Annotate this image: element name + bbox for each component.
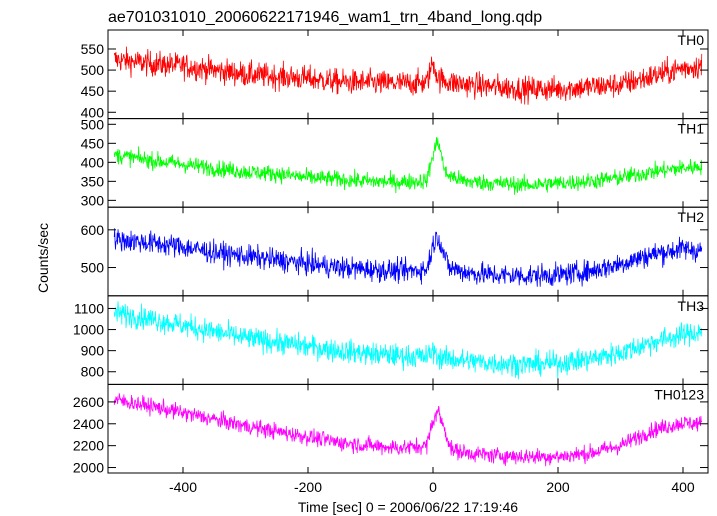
- panel-th1: 300 350 400 450 500 TH1: [81, 116, 709, 208]
- y-axis-label: Counts/sec: [35, 223, 51, 293]
- y-tick-label-th1: 300: [81, 192, 105, 208]
- y-tick-label-th3: 1000: [73, 322, 104, 338]
- series-line-th1: [113, 137, 703, 195]
- series-label-th3: TH3: [678, 298, 705, 314]
- panel-th3: 800 900 1000 1100 TH3: [73, 295, 709, 385]
- x-tick-label: 200: [546, 479, 570, 495]
- series-label-th1: TH1: [678, 121, 705, 137]
- y-tick-label-th2: 600: [81, 222, 105, 238]
- y-tick-label-th0123: 2600: [73, 394, 104, 410]
- panel-th0: 400 450 500 550 TH0: [81, 29, 709, 120]
- y-tick-label-th1: 350: [81, 173, 105, 189]
- panel-frame-th0123: [107, 383, 709, 474]
- series-line-th2: [113, 228, 703, 287]
- series-line-th0: [113, 46, 703, 105]
- panel-th2: 500 600 TH2: [81, 206, 709, 297]
- x-axis-label: Time [sec] 0 = 2006/06/22 17:19:46: [298, 499, 518, 515]
- panel-th0123: 2000 2200 2400 2600 TH0123 -400 -200 0 200 400: [73, 383, 709, 495]
- y-tick-label-th0: 400: [81, 104, 105, 120]
- y-tick-label-th0123: 2200: [73, 438, 104, 454]
- x-tick-label: 0: [429, 479, 437, 495]
- y-tick-label-th1: 500: [81, 116, 105, 132]
- x-tick-label: -200: [294, 479, 322, 495]
- x-tick-label: -400: [169, 479, 197, 495]
- panels: 400 450 500 550 TH0 300 350 400 450 500 TH1 500 600 T…: [73, 29, 709, 495]
- series-line-th0123: [113, 393, 703, 467]
- y-tick-label-th0123: 2400: [73, 416, 104, 432]
- figure-title: ae701031010_20060622171946_wam1_trn_4ban…: [108, 9, 542, 26]
- y-tick-label-th2: 500: [81, 260, 105, 276]
- y-tick-label-th0: 450: [81, 83, 105, 99]
- y-tick-label-th3: 800: [81, 364, 105, 380]
- y-tick-label-th3: 900: [81, 343, 105, 359]
- panel-frame-th2: [107, 206, 709, 297]
- y-tick-label-th0: 550: [81, 41, 105, 57]
- series-label-th2: TH2: [678, 209, 705, 225]
- y-tick-label-th0123: 2000: [73, 460, 104, 476]
- y-tick-label-th1: 400: [81, 154, 105, 170]
- x-tick-label: 400: [671, 479, 695, 495]
- series-label-th0123: TH0123: [654, 386, 704, 402]
- y-tick-label-th3: 1100: [74, 300, 104, 316]
- y-tick-label-th0: 500: [81, 62, 105, 78]
- series-line-th3: [113, 301, 703, 380]
- series-label-th0: TH0: [678, 32, 705, 48]
- y-tick-label-th1: 450: [81, 135, 105, 151]
